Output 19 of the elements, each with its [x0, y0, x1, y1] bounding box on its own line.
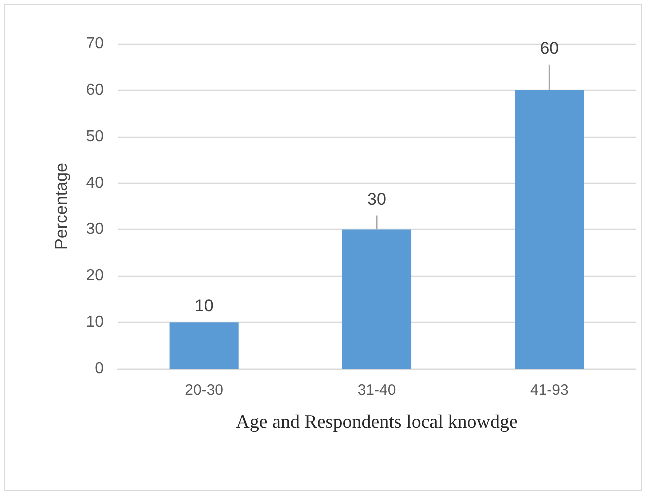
y-axis-title: Percentage	[52, 163, 71, 250]
y-tick-label: 50	[86, 128, 104, 146]
bar	[170, 322, 239, 369]
data-label: 60	[540, 38, 560, 58]
y-tick-label: 70	[86, 36, 104, 52]
y-tick-label: 10	[86, 314, 104, 332]
y-tick-label: 20	[86, 268, 104, 285]
data-label: 30	[368, 190, 386, 209]
x-tick-label: 31-40	[358, 382, 396, 399]
y-tick-label: 0	[95, 360, 104, 378]
y-tick-label: 30	[86, 221, 104, 238]
y-tick-label: 40	[86, 174, 104, 192]
x-tick-label: 41-93	[530, 382, 569, 399]
data-label: 10	[194, 296, 214, 316]
bar	[515, 90, 584, 369]
x-axis-title: Age and Respondents local knowdge	[236, 412, 518, 433]
bar	[342, 230, 412, 369]
x-tick-label: 20-30	[185, 382, 224, 399]
y-tick-label: 60	[86, 82, 104, 99]
